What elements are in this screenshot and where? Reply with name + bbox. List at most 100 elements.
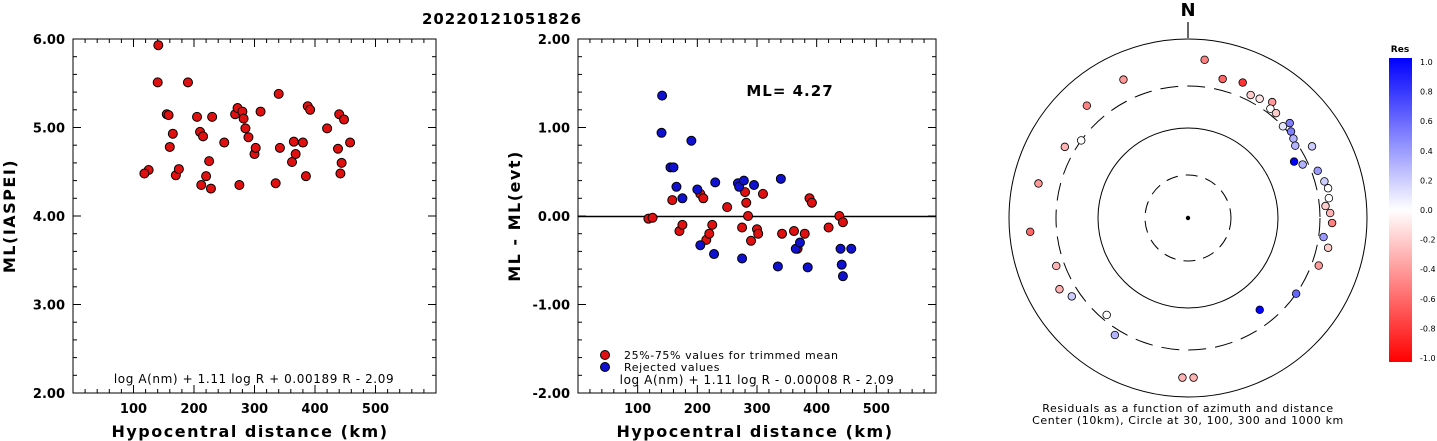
point-rejected [709, 249, 720, 260]
station-residual-point [1255, 94, 1264, 103]
station-residual-point [1119, 75, 1128, 84]
point-trimmed [806, 197, 817, 208]
point-trimmed [777, 228, 788, 239]
y-tick-label: 4.00 [33, 210, 65, 225]
data-point [270, 178, 281, 189]
data-point [274, 142, 285, 153]
data-point [255, 106, 266, 117]
colorbar-tick-label: -0.2 [1420, 236, 1436, 245]
plot2-points [643, 90, 857, 282]
data-point [219, 137, 230, 148]
plot2-ticks: 100 200 300 400 500 -2.00 -1.00 0.00 1.00 2.00 [533, 33, 936, 417]
plot-ml-iaspei: 100 200 300 400 500 2.00 3.00 4.00 5.00 6.00 log … [0, 33, 437, 441]
data-point [238, 113, 249, 124]
residual-colorbar: Res 1.0 0.8 0.6 0.4 0.2 0.0 -0.2 -0.4 -0.6 -0.8 -1… [1389, 45, 1436, 363]
colorbar-tick-label: -0.8 [1420, 324, 1436, 333]
station-residual-point [1314, 261, 1323, 270]
point-rejected [738, 175, 749, 186]
station-residual-point [1238, 78, 1247, 87]
station-residual-point [1307, 142, 1317, 151]
y-tick-label: 1.00 [538, 122, 570, 137]
plot2-legend: 25%-75% values for trimmed mean Rejected… [600, 349, 838, 374]
station-residual-point [1218, 74, 1227, 84]
point-trimmed [677, 219, 688, 230]
data-point [332, 143, 343, 154]
colorbar-tick-label: -1.0 [1420, 354, 1436, 363]
y-tick-label: 6.00 [33, 33, 65, 48]
data-point [305, 104, 316, 115]
y-tick-label: 2.00 [538, 33, 570, 48]
station-residual-point [1298, 160, 1307, 169]
station-residual-point [1289, 134, 1298, 143]
data-point [243, 132, 254, 143]
polar-points [1026, 55, 1337, 382]
colorbar-tick-label: -0.6 [1420, 295, 1436, 304]
colorbar-tick-label: -0.4 [1420, 265, 1436, 274]
colorbar-title: Res [1391, 45, 1409, 55]
polar-caption-line1: Residuals as a function of azimuth and d… [1042, 402, 1333, 415]
plot1-ylabel: ML(IASPEI) [0, 159, 19, 273]
station-residual-point [1323, 184, 1333, 193]
station-residual-point [1026, 227, 1035, 237]
data-point [240, 123, 251, 134]
station-residual-point [1077, 136, 1086, 145]
x-tick-label: 200 [684, 402, 711, 417]
colorbar-ticks: 1.0 0.8 0.6 0.4 0.2 0.0 -0.2 -0.4 -0.6 -0.8 -1.0 [1420, 58, 1436, 363]
ring-30km [1144, 174, 1232, 262]
point-trimmed [799, 228, 810, 239]
data-point [290, 149, 301, 160]
plot-ml-residual: 100 200 300 400 500 -2.00 -1.00 0.00 1.00 2.00 ML… [505, 33, 937, 441]
data-point [167, 128, 178, 139]
plot2-ylabel: ML - ML(evt) [505, 150, 524, 282]
data-point [173, 164, 184, 175]
point-trimmed [757, 188, 768, 199]
station-residual-point [1246, 90, 1255, 100]
colorbar-tick-label: 0.6 [1420, 117, 1433, 126]
point-trimmed [753, 228, 764, 239]
point-rejected [656, 127, 667, 138]
data-point [288, 136, 299, 147]
ring-1000km [1008, 38, 1368, 398]
data-point [250, 142, 261, 153]
station-residual-point [1034, 179, 1043, 188]
station-residual-point [1055, 285, 1064, 294]
point-trimmed [704, 228, 715, 239]
data-point [192, 111, 203, 122]
x-tick-label: 400 [301, 402, 328, 417]
point-rejected [671, 181, 682, 192]
data-point [204, 156, 215, 167]
point-rejected [775, 173, 786, 184]
x-tick-label: 500 [863, 402, 890, 417]
y-tick-label: -2.00 [533, 387, 570, 402]
station-residual-point [1313, 166, 1322, 175]
point-trimmed [743, 211, 754, 221]
plot1-frame [72, 38, 437, 394]
point-trimmed [722, 202, 733, 213]
point-rejected [835, 243, 846, 254]
data-point [234, 180, 245, 191]
station-residual-point [1291, 141, 1300, 150]
point-trimmed [698, 193, 709, 204]
point-trimmed [788, 226, 799, 237]
station-residual-point [1323, 243, 1333, 252]
station-residual-point [1327, 218, 1337, 228]
point-trimmed [823, 222, 834, 233]
point-rejected [668, 162, 679, 173]
plot1-ticks: 100 200 300 400 500 2.00 3.00 4.00 5.00 6.00 [33, 33, 436, 417]
data-point [139, 168, 150, 179]
colorbar-tick-label: 0.0 [1420, 206, 1433, 215]
station-residual-point [1324, 194, 1334, 203]
north-label: N [1180, 0, 1195, 21]
point-trimmed [647, 212, 658, 223]
station-residual-point [1102, 310, 1111, 320]
x-tick-label: 400 [803, 402, 830, 417]
data-point [297, 137, 308, 148]
data-point [336, 157, 347, 168]
station-residual-point [1325, 208, 1335, 218]
x-tick-label: 200 [180, 402, 207, 417]
legend-label-rejected: Rejected values [624, 361, 720, 374]
point-trimmed [837, 217, 848, 228]
point-rejected [686, 135, 697, 146]
data-point [205, 183, 216, 194]
